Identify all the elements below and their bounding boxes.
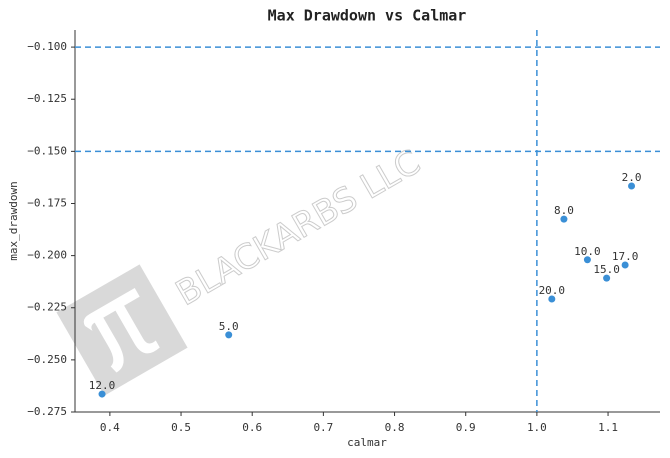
point-label: 5.0: [219, 320, 239, 333]
watermark-logo: [56, 264, 188, 396]
y-tick-label: −0.175: [27, 196, 67, 209]
point: [98, 390, 106, 398]
point: [548, 295, 556, 303]
x-tick-label: 0.7: [313, 421, 333, 434]
x-tick-label: 0.8: [385, 421, 405, 434]
point-label: 8.0: [554, 204, 574, 217]
point: [621, 261, 629, 269]
x-tick-label: 0.6: [242, 421, 262, 434]
point-label: 15.0: [593, 263, 620, 276]
x-axis-label: calmar: [347, 436, 387, 449]
x-tick-label: 0.4: [100, 421, 120, 434]
x-tick-label: 1.0: [527, 421, 547, 434]
point-label: 2.0: [622, 171, 642, 184]
point-label: 20.0: [539, 284, 566, 297]
point-label: 10.0: [574, 245, 601, 258]
y-tick-label: −0.250: [27, 353, 67, 366]
x-tick-label: 0.5: [171, 421, 191, 434]
y-tick-label: −0.150: [27, 144, 67, 157]
point-label: 12.0: [89, 379, 116, 392]
x-tick-label: 0.9: [456, 421, 476, 434]
point: [560, 215, 568, 223]
chart-title: Max Drawdown vs Calmar: [268, 7, 467, 25]
y-tick-label: −0.100: [27, 40, 67, 53]
y-tick-label: −0.125: [27, 92, 67, 105]
y-tick-label: −0.225: [27, 301, 67, 314]
point: [628, 182, 636, 190]
watermark-text: BLACKARBS LLC: [169, 142, 427, 314]
point: [225, 331, 233, 339]
y-tick-label: −0.200: [27, 249, 67, 262]
x-tick-label: 1.1: [598, 421, 618, 434]
point-label: 17.0: [612, 250, 639, 263]
y-axis-label: max_drawdown: [7, 181, 20, 260]
point: [603, 274, 611, 282]
y-tick-label: −0.275: [27, 405, 67, 418]
point: [583, 256, 591, 264]
